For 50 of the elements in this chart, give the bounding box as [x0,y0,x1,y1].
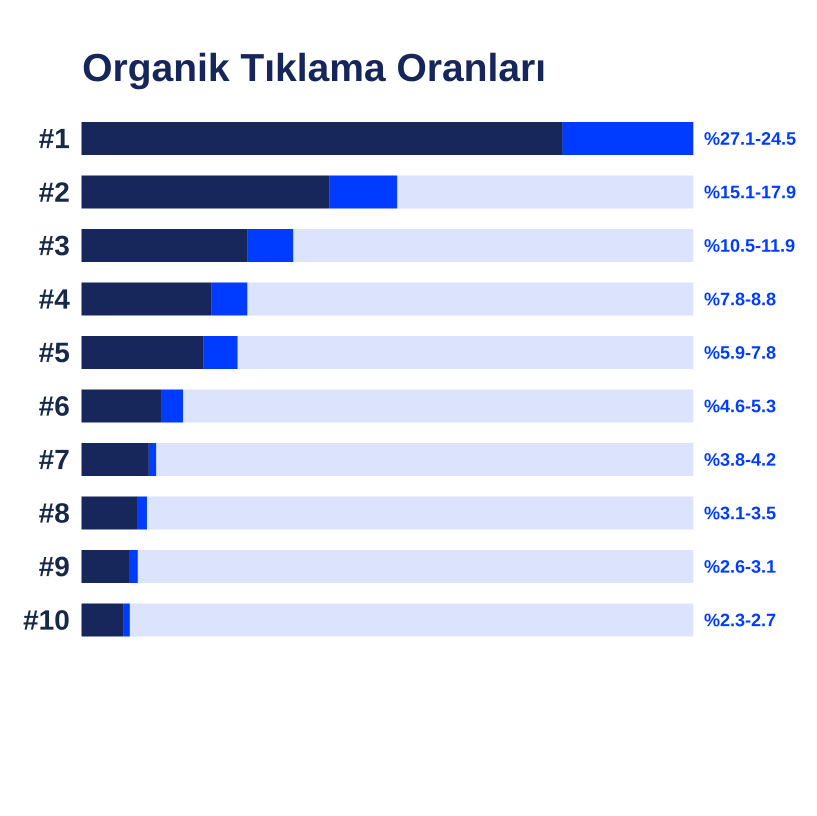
y-tick-label: #9 [39,556,69,576]
bar [397,175,694,208]
text: %15.1-17.9 [704,186,796,198]
chart-title: Organik Tıklama Oranları [84,52,544,90]
text: %10.5-11.9 [704,239,794,252]
bar [156,443,694,476]
y-tick-label: #5 [39,342,70,362]
text: %27.1-24.5 [704,132,796,145]
bar [82,443,149,476]
bar [82,389,162,422]
text: %3.8-4.2 [704,453,776,466]
bar [82,282,212,316]
bar [82,550,130,583]
bar [82,228,248,262]
bar [203,336,238,369]
bar [82,122,562,155]
bar [138,496,147,530]
y-tick-label: #1 [39,128,70,148]
bar [183,389,694,422]
y-tick-label: #4 [39,289,70,309]
y-tick-label: #6 [39,396,69,416]
bar [130,604,694,637]
bar [82,496,138,530]
bar [562,122,694,155]
bar [82,336,204,369]
bar [293,228,694,262]
bar [329,175,398,208]
text: %2.6-3.1 [704,560,776,573]
bar [146,496,694,530]
bar [138,550,694,583]
bar [247,228,294,262]
text: %5.9-7.8 [704,346,776,359]
y-tick-label: #10 [24,610,69,630]
bar [82,604,124,637]
bar [130,550,138,583]
y-tick-label: #8 [39,503,69,523]
bar [161,389,184,422]
text: %4.6-5.3 [704,400,776,412]
text: %2.3-2.7 [704,614,776,626]
y-tick-label: #2 [39,182,69,202]
text: %3.1-3.5 [704,506,776,520]
y-tick-label: #3 [39,236,69,256]
bar [247,282,694,316]
y-tick-label: #7 [39,450,69,470]
bar [82,175,330,208]
bar [148,443,156,476]
text: %7.8-8.8 [704,292,776,306]
bar [238,336,694,369]
bar [123,604,130,637]
bar [211,282,248,316]
